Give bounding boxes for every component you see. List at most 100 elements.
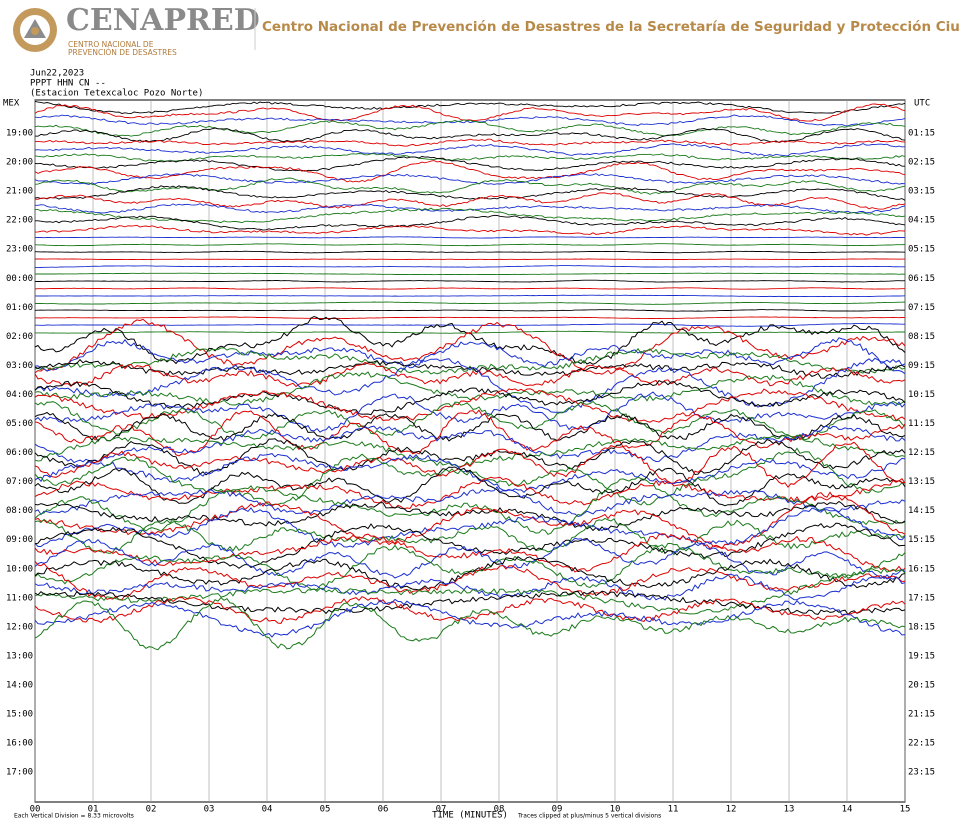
trace: [35, 265, 905, 268]
trace: [34, 447, 906, 506]
minute-label: 06: [378, 805, 389, 815]
minute-label: 04: [262, 805, 273, 815]
left-zone: MEX: [3, 99, 20, 109]
trace: [34, 173, 906, 185]
left-time: 10:00: [6, 564, 33, 574]
trace: [34, 573, 906, 601]
trace: [34, 294, 906, 298]
trace: [35, 323, 905, 327]
trace: [34, 438, 906, 476]
trace: [34, 100, 906, 115]
trace: [34, 371, 906, 406]
trace: [34, 119, 906, 137]
trace: [34, 441, 906, 488]
left-time: 01:00: [6, 303, 33, 313]
minute-label: 00: [30, 805, 41, 815]
right-zone: UTC: [914, 99, 930, 109]
trace: [34, 185, 906, 201]
minute-label: 09: [552, 805, 563, 815]
right-time: 12:15: [908, 448, 935, 458]
brand: CENAPRED: [66, 3, 260, 38]
trace: [34, 500, 906, 532]
left-time: 03:00: [6, 361, 33, 371]
trace: [34, 243, 906, 247]
left-time: 22:00: [6, 216, 33, 226]
right-time: 22:15: [908, 739, 935, 749]
trace: [34, 309, 906, 312]
trace: [35, 138, 906, 147]
channel: PPPT HHN CN --: [30, 79, 106, 89]
left-time: 02:00: [6, 332, 33, 342]
right-time: 10:15: [908, 390, 935, 400]
minute-label: 01: [88, 805, 99, 815]
trace: [34, 476, 906, 510]
right-time: 23:15: [908, 768, 935, 778]
trace: [34, 560, 906, 601]
left-time: 23:00: [6, 245, 33, 255]
minute-label: 03: [204, 805, 215, 815]
minute-label: 13: [784, 805, 795, 815]
trace: [34, 556, 906, 591]
trace: [35, 203, 906, 214]
trace: [34, 114, 906, 127]
right-time: 13:15: [908, 477, 935, 487]
left-time: 21:00: [6, 187, 33, 197]
trace: [34, 537, 906, 580]
trace: [34, 287, 905, 290]
left-time: 07:00: [6, 477, 33, 487]
minute-label: 12: [726, 805, 737, 815]
trace: [35, 214, 906, 231]
trace: [34, 224, 906, 236]
trace: [34, 596, 906, 651]
minute-label: 02: [146, 805, 157, 815]
trace: [34, 400, 906, 441]
trace: [34, 347, 906, 375]
brand-sub: CENTRO NACIONAL DE: [68, 40, 154, 49]
trace: [34, 316, 906, 320]
left-time: 14:00: [6, 680, 33, 690]
trace: [34, 388, 906, 423]
trace: [35, 258, 905, 261]
logo: [13, 8, 57, 52]
trace: [34, 434, 906, 467]
right-time: 16:15: [908, 564, 935, 574]
trace: [34, 236, 906, 239]
right-time: 14:15: [908, 506, 935, 516]
trace: [34, 466, 906, 507]
x-title: TIME (MINUTES): [432, 811, 508, 821]
station: (Estacion Tetexcaloc Pozo Norte): [30, 89, 203, 99]
trace: [34, 337, 906, 375]
right-time: 08:15: [908, 332, 935, 342]
right-time: 21:15: [908, 710, 935, 720]
trace: [34, 453, 906, 493]
trace: [34, 598, 906, 638]
left-time: 17:00: [6, 768, 33, 778]
right-time: 04:15: [908, 216, 935, 226]
trace: [34, 156, 905, 172]
right-time: 03:15: [908, 187, 935, 197]
right-time: 19:15: [908, 651, 935, 661]
right-time: 01:15: [908, 129, 935, 139]
left-time: 20:00: [6, 158, 33, 168]
left-time: 12:00: [6, 622, 33, 632]
right-time: 18:15: [908, 622, 935, 632]
trace: [34, 250, 906, 254]
left-time: 19:00: [6, 129, 33, 139]
left-time: 06:00: [6, 448, 33, 458]
minute-label: 15: [900, 805, 911, 815]
trace: [34, 491, 906, 549]
left-time: 15:00: [6, 710, 33, 720]
trace: [34, 486, 906, 518]
trace: [34, 318, 906, 375]
trace: [35, 301, 906, 305]
trace: [34, 379, 906, 416]
left-time: 09:00: [6, 535, 33, 545]
minute-label: 08: [494, 805, 505, 815]
trace: [34, 177, 906, 195]
right-time: 02:15: [908, 158, 935, 168]
trace: [34, 517, 906, 556]
right-time: 07:15: [908, 303, 935, 313]
right-time: 17:15: [908, 593, 935, 603]
left-time: 05:00: [6, 419, 33, 429]
